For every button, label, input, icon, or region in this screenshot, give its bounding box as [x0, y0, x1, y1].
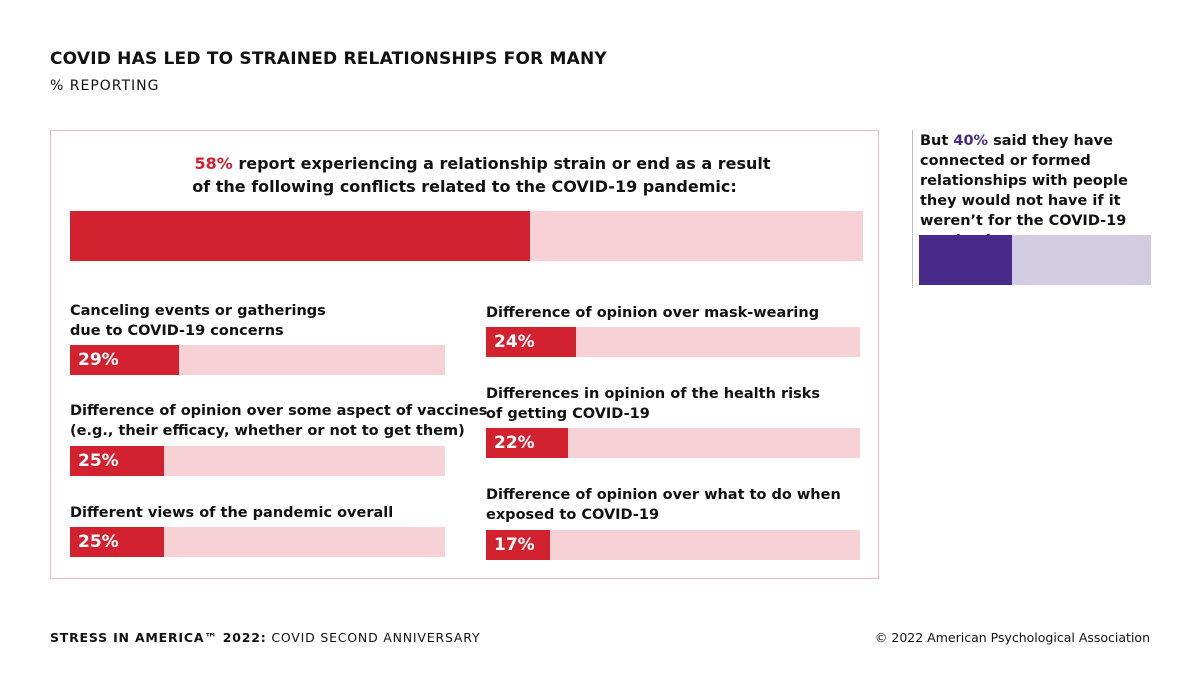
item-label: Different views of the pandemic overall: [70, 503, 393, 523]
connections-text-prefix: But: [920, 133, 954, 149]
headline-line-1: 58% report experiencing a relationship s…: [69, 152, 896, 175]
item-bar-track: 17%: [486, 530, 860, 560]
item-value-label: 29%: [78, 350, 119, 370]
footer-copyright: © 2022 American Psychological Associatio…: [874, 630, 1150, 645]
item-bar-fill: [70, 527, 164, 557]
item-bar-fill: [70, 446, 164, 476]
item-label-line: exposed to COVID-19: [486, 507, 660, 523]
overall-strain-bar-fill: [70, 211, 530, 261]
item-label-line: Difference of opinion over what to do wh…: [486, 487, 841, 503]
item-label: Canceling events or gatherings due to COV…: [70, 301, 326, 341]
item-label-line: Differences in opinion of the health ris…: [486, 386, 820, 402]
item-label-line: Difference of opinion over mask-wearing: [486, 305, 820, 321]
footer-source-bold: STRESS IN AMERICA™ 2022:: [50, 630, 267, 645]
item-label: Differences in opinion of the health ris…: [486, 384, 820, 424]
footer-source-rest: COVID SECOND ANNIVERSARY: [266, 630, 481, 645]
item-value-label: 17%: [494, 535, 535, 555]
item-value-label: 22%: [494, 433, 535, 453]
connections-percent: 40%: [953, 133, 989, 149]
headline-percent: 58%: [194, 154, 233, 173]
item-bar-fill: [486, 428, 569, 458]
item-label-line: (e.g., their efficacy, whether or not to…: [70, 423, 465, 439]
connections-bar-fill: [919, 235, 1012, 285]
item-bar-track: 24%: [486, 327, 860, 357]
footer-source: STRESS IN AMERICA™ 2022: COVID SECOND AN…: [50, 630, 480, 645]
item-label: Difference of opinion over mask-wearing: [486, 303, 819, 323]
item-value-label: 25%: [78, 532, 119, 552]
item-label: Difference of opinion over some aspect o…: [70, 401, 487, 441]
item-bar-fill: [70, 345, 179, 375]
connections-text: But 40% said they have connected or form…: [920, 131, 1153, 251]
headline: 58% report experiencing a relationship s…: [51, 152, 878, 198]
item-bar-fill: [486, 530, 550, 560]
item-label: Difference of opinion over what to do wh…: [486, 485, 841, 525]
item-label-line: of getting COVID-19: [486, 406, 650, 422]
headline-line-1-text: report experiencing a relationship strai…: [232, 154, 771, 173]
item-label-line: Different views of the pandemic overall: [70, 505, 394, 521]
connections-text-rest: said they have connected or formed relat…: [920, 133, 1128, 249]
chart-subtitle: % REPORTING: [50, 78, 160, 94]
item-label-line: due to COVID-19 concerns: [70, 323, 284, 339]
item-value-label: 24%: [494, 332, 535, 352]
connections-bar: [919, 235, 1151, 285]
item-bar-fill: [486, 327, 576, 357]
item-value-label: 25%: [78, 451, 119, 471]
item-label-line: Canceling events or gatherings: [70, 303, 326, 319]
item-bar-track: 25%: [70, 527, 445, 557]
item-bar-track: 25%: [70, 446, 445, 476]
item-bar-track: 29%: [70, 345, 445, 375]
item-bar-track: 22%: [486, 428, 860, 458]
chart-title: COVID HAS LED TO STRAINED RELATIONSHIPS …: [50, 49, 607, 69]
connections-panel: But 40% said they have connected or form…: [912, 130, 1153, 288]
strain-panel: 58% report experiencing a relationship s…: [50, 130, 879, 579]
headline-line-2: of the following conflicts related to th…: [192, 177, 737, 196]
item-label-line: Difference of opinion over some aspect o…: [70, 403, 488, 419]
overall-strain-bar: [70, 211, 863, 261]
